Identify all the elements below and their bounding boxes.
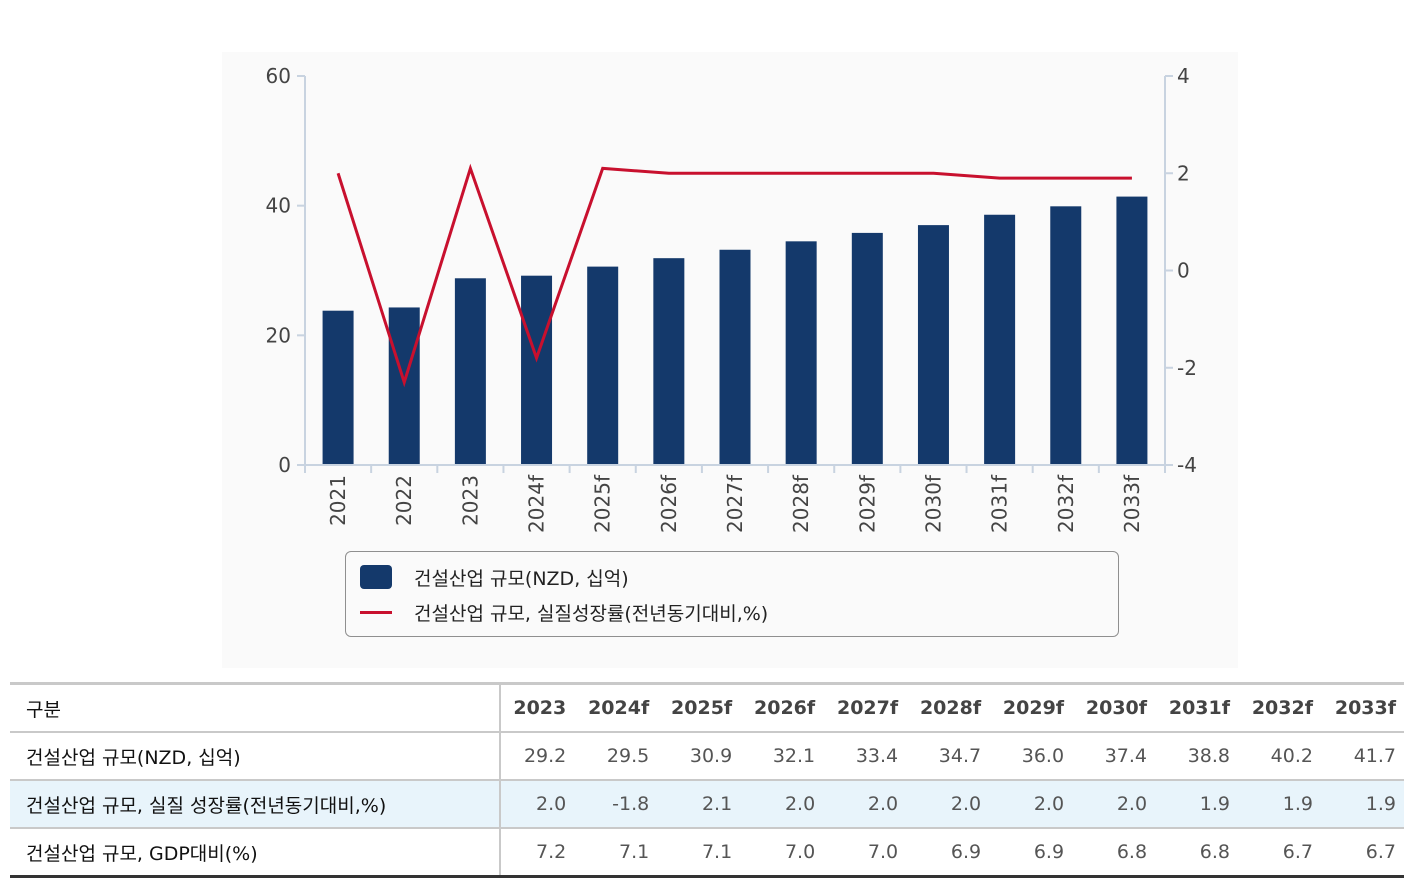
bar-2032f	[1050, 206, 1082, 465]
table-cell: 34.7	[938, 745, 982, 767]
table-header-year: 2027f	[836, 697, 899, 719]
table-header-year: 2033f	[1334, 697, 1396, 719]
x-tick-label-2032f: 2032f	[1054, 474, 1078, 533]
right-tick-label--2: -2	[1177, 356, 1197, 380]
table-cell: -1.8	[574, 780, 658, 828]
table-header-year: 2029f	[1002, 697, 1065, 719]
table-row: 건설산업 규모(NZD, 십억) 29.2 29.5 30.9 32.1 33.4 34.7…	[10, 732, 1404, 780]
table-cell: 2.0	[823, 780, 907, 828]
table-cell: 38.8	[1187, 745, 1230, 767]
x-tick-label-2028f: 2028f	[789, 474, 813, 533]
legend-swatch-bar	[360, 565, 392, 589]
x-tick-label-2025f: 2025f	[591, 474, 615, 533]
right-tick-label-4: 4	[1177, 64, 1190, 88]
table-cell: 2.1	[657, 780, 741, 828]
table-cell: 6.9	[950, 841, 982, 863]
x-tick-label-2033f: 2033f	[1120, 474, 1144, 533]
chart-legend: 건설산업 규모(NZD, 십억) 건설산업 규모, 실질성장률(전년동기대비,%…	[345, 551, 1119, 637]
table-cell: 1.9	[1155, 780, 1238, 828]
bar-2029f	[851, 232, 883, 465]
chart-area: 0 20 40 60 -4 -2 0 2 4 2021 2022 2023 2024f 2025f 2026…	[222, 52, 1238, 668]
x-tick-label-2030f: 2030f	[921, 474, 945, 533]
right-tick-label-2: 2	[1177, 161, 1190, 185]
table-cell: 1.9	[1320, 780, 1404, 828]
table-cell: 29.2	[523, 745, 567, 767]
table-header-year: 2030f	[1085, 697, 1148, 719]
table-cell: 2.0	[906, 780, 990, 828]
table-cell: 7.1	[701, 841, 733, 863]
table-header-year: 2031f	[1168, 697, 1230, 719]
table-cell: 36.0	[1021, 745, 1065, 767]
right-tick-label-0: 0	[1177, 259, 1190, 283]
left-tick-label-0: 0	[278, 453, 291, 477]
table-cell: 6.9	[1033, 841, 1065, 863]
table-cell: 37.4	[1104, 745, 1148, 767]
table-cell: 6.8	[1116, 841, 1148, 863]
table-cell: 41.7	[1353, 745, 1396, 767]
legend-item-bars: 건설산업 규모(NZD, 십억)	[360, 562, 629, 592]
legend-item-line: 건설산업 규모, 실질성장률(전년동기대비,%)	[360, 597, 768, 627]
table-header-year: 2025f	[671, 697, 733, 719]
table-header-year: 2026f	[754, 697, 816, 719]
x-tick-label-2023: 2023	[458, 475, 482, 526]
table-cell: 1.9	[1238, 780, 1321, 828]
bar-2021	[322, 310, 354, 465]
table-cell: 30.9	[689, 745, 733, 767]
table-cell: 2.0	[500, 780, 575, 828]
bar-2026f	[653, 258, 685, 465]
bar-2027f	[719, 249, 751, 465]
bar-2023	[454, 278, 486, 465]
bar-2024f	[521, 275, 553, 465]
table-header-year: 2024f	[588, 697, 650, 719]
table-cell: 7.2	[536, 841, 567, 863]
table-cell: 2.0	[1072, 780, 1156, 828]
table-cell: 40.2	[1270, 745, 1313, 767]
bar-2028f	[785, 241, 817, 465]
table-cell: 33.4	[855, 745, 899, 767]
x-tick-label-2027f: 2027f	[723, 474, 747, 533]
x-tick-label-2026f: 2026f	[657, 474, 681, 533]
legend-label-line: 건설산업 규모, 실질성장률(전년동기대비,%)	[414, 602, 769, 625]
growth-rate-line	[336, 163, 1132, 388]
legend-swatch-line	[360, 610, 392, 614]
table-cell: 2.0	[989, 780, 1073, 828]
table-cell: 32.1	[772, 745, 816, 767]
combo-chart: 0 20 40 60 -4 -2 0 2 4 2021 2022 2023 2024f 2025f 2026…	[266, 64, 1197, 533]
table-cell: 6.7	[1365, 841, 1396, 863]
table-cell: 6.8	[1199, 841, 1230, 863]
table-cell: 7.0	[784, 841, 816, 863]
table-row-label: 건설산업 규모(NZD, 십억)	[10, 732, 501, 780]
x-tick-label-2021: 2021	[326, 475, 350, 526]
bar-2025f	[587, 266, 619, 465]
table-header-label: 구분	[10, 683, 501, 732]
table-cell: 7.1	[619, 841, 650, 863]
table-header-year: 2023	[513, 697, 567, 719]
left-tick-label-40: 40	[266, 194, 291, 218]
right-tick-label--4: -4	[1177, 453, 1197, 477]
x-tick-label-2022: 2022	[392, 475, 416, 526]
left-tick-label-20: 20	[266, 323, 291, 347]
table-row: 건설산업 규모, GDP대비(%) 7.2 7.1 7.1 7.0 7.0 6.9 6.9 6.…	[10, 828, 1404, 877]
bar-2030f	[917, 225, 949, 465]
x-tick-label-2029f: 2029f	[855, 474, 879, 533]
table-row: 건설산업 규모, 실질 성장률(전년동기대비,%) 2.0 -1.8 2.1 2.0 2.…	[10, 780, 1404, 828]
table-cell: 6.7	[1282, 841, 1313, 863]
table-header-row: 구분 2023 2024f 2025f 2026f 2027f 2028f 2029f 203…	[10, 683, 1404, 732]
x-tick-label-2031f: 2031f	[988, 474, 1012, 533]
table-row-label: 건설산업 규모, GDP대비(%)	[10, 828, 501, 877]
table-header-year: 2032f	[1251, 697, 1313, 719]
left-tick-label-60: 60	[266, 64, 291, 88]
data-table: 구분 2023 2024f 2025f 2026f 2027f 2028f 2029f 203…	[10, 682, 1404, 878]
table-cell: 7.0	[867, 841, 899, 863]
bar-2031f	[984, 214, 1016, 465]
table-row-label: 건설산업 규모, 실질 성장률(전년동기대비,%)	[10, 780, 501, 828]
x-tick-label-2024f: 2024f	[525, 474, 549, 533]
bar-2033f	[1116, 196, 1148, 465]
table-cell: 2.0	[740, 780, 824, 828]
legend-label-bars: 건설산업 규모(NZD, 십억)	[414, 567, 629, 590]
table-header-year: 2028f	[919, 697, 982, 719]
table-cell: 29.5	[606, 745, 650, 767]
